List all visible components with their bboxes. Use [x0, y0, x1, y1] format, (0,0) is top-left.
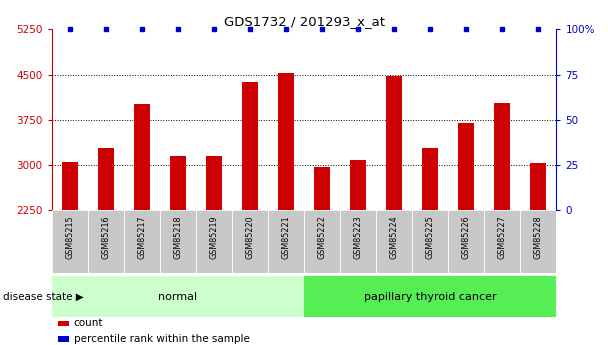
Bar: [340, 210, 376, 273]
Bar: [242, 82, 258, 210]
Text: GSM85217: GSM85217: [137, 215, 147, 259]
Text: GSM85223: GSM85223: [354, 215, 362, 259]
Bar: [458, 123, 474, 210]
Bar: [124, 210, 160, 273]
Text: GSM85220: GSM85220: [246, 215, 254, 259]
Text: GSM85222: GSM85222: [317, 215, 326, 259]
Text: normal: normal: [158, 292, 198, 302]
Bar: [494, 103, 510, 210]
Bar: [52, 210, 88, 273]
Text: GSM85221: GSM85221: [282, 215, 291, 259]
Bar: [206, 156, 222, 210]
Bar: [268, 210, 304, 273]
Bar: [52, 276, 304, 317]
Text: GSM85224: GSM85224: [390, 215, 399, 259]
Bar: [448, 210, 484, 273]
Bar: [61, 161, 78, 210]
Bar: [412, 210, 448, 273]
Text: GSM85226: GSM85226: [461, 215, 471, 259]
Bar: [314, 167, 330, 210]
Text: GSM85225: GSM85225: [426, 215, 435, 259]
Bar: [484, 210, 520, 273]
Bar: [98, 148, 114, 210]
Text: GSM85216: GSM85216: [102, 215, 110, 259]
Bar: [350, 160, 366, 210]
Text: papillary thyroid cancer: papillary thyroid cancer: [364, 292, 497, 302]
Text: GSM85215: GSM85215: [65, 215, 74, 259]
Bar: [170, 156, 186, 210]
Text: GSM85227: GSM85227: [498, 215, 506, 259]
Bar: [304, 276, 556, 317]
Bar: [196, 210, 232, 273]
Bar: [134, 104, 150, 210]
Bar: [160, 210, 196, 273]
Bar: [422, 148, 438, 210]
Text: disease state ▶: disease state ▶: [3, 292, 84, 302]
Text: count: count: [74, 318, 103, 328]
Text: GSM85219: GSM85219: [209, 215, 218, 259]
Bar: [530, 163, 547, 210]
Bar: [386, 77, 402, 210]
Title: GDS1732 / 201293_x_at: GDS1732 / 201293_x_at: [224, 15, 384, 28]
Bar: [376, 210, 412, 273]
Bar: [520, 210, 556, 273]
Bar: [278, 73, 294, 210]
Bar: [232, 210, 268, 273]
Text: GSM85228: GSM85228: [534, 215, 543, 259]
Bar: [304, 210, 340, 273]
Text: percentile rank within the sample: percentile rank within the sample: [74, 334, 249, 344]
Bar: [88, 210, 124, 273]
Text: GSM85218: GSM85218: [173, 215, 182, 259]
